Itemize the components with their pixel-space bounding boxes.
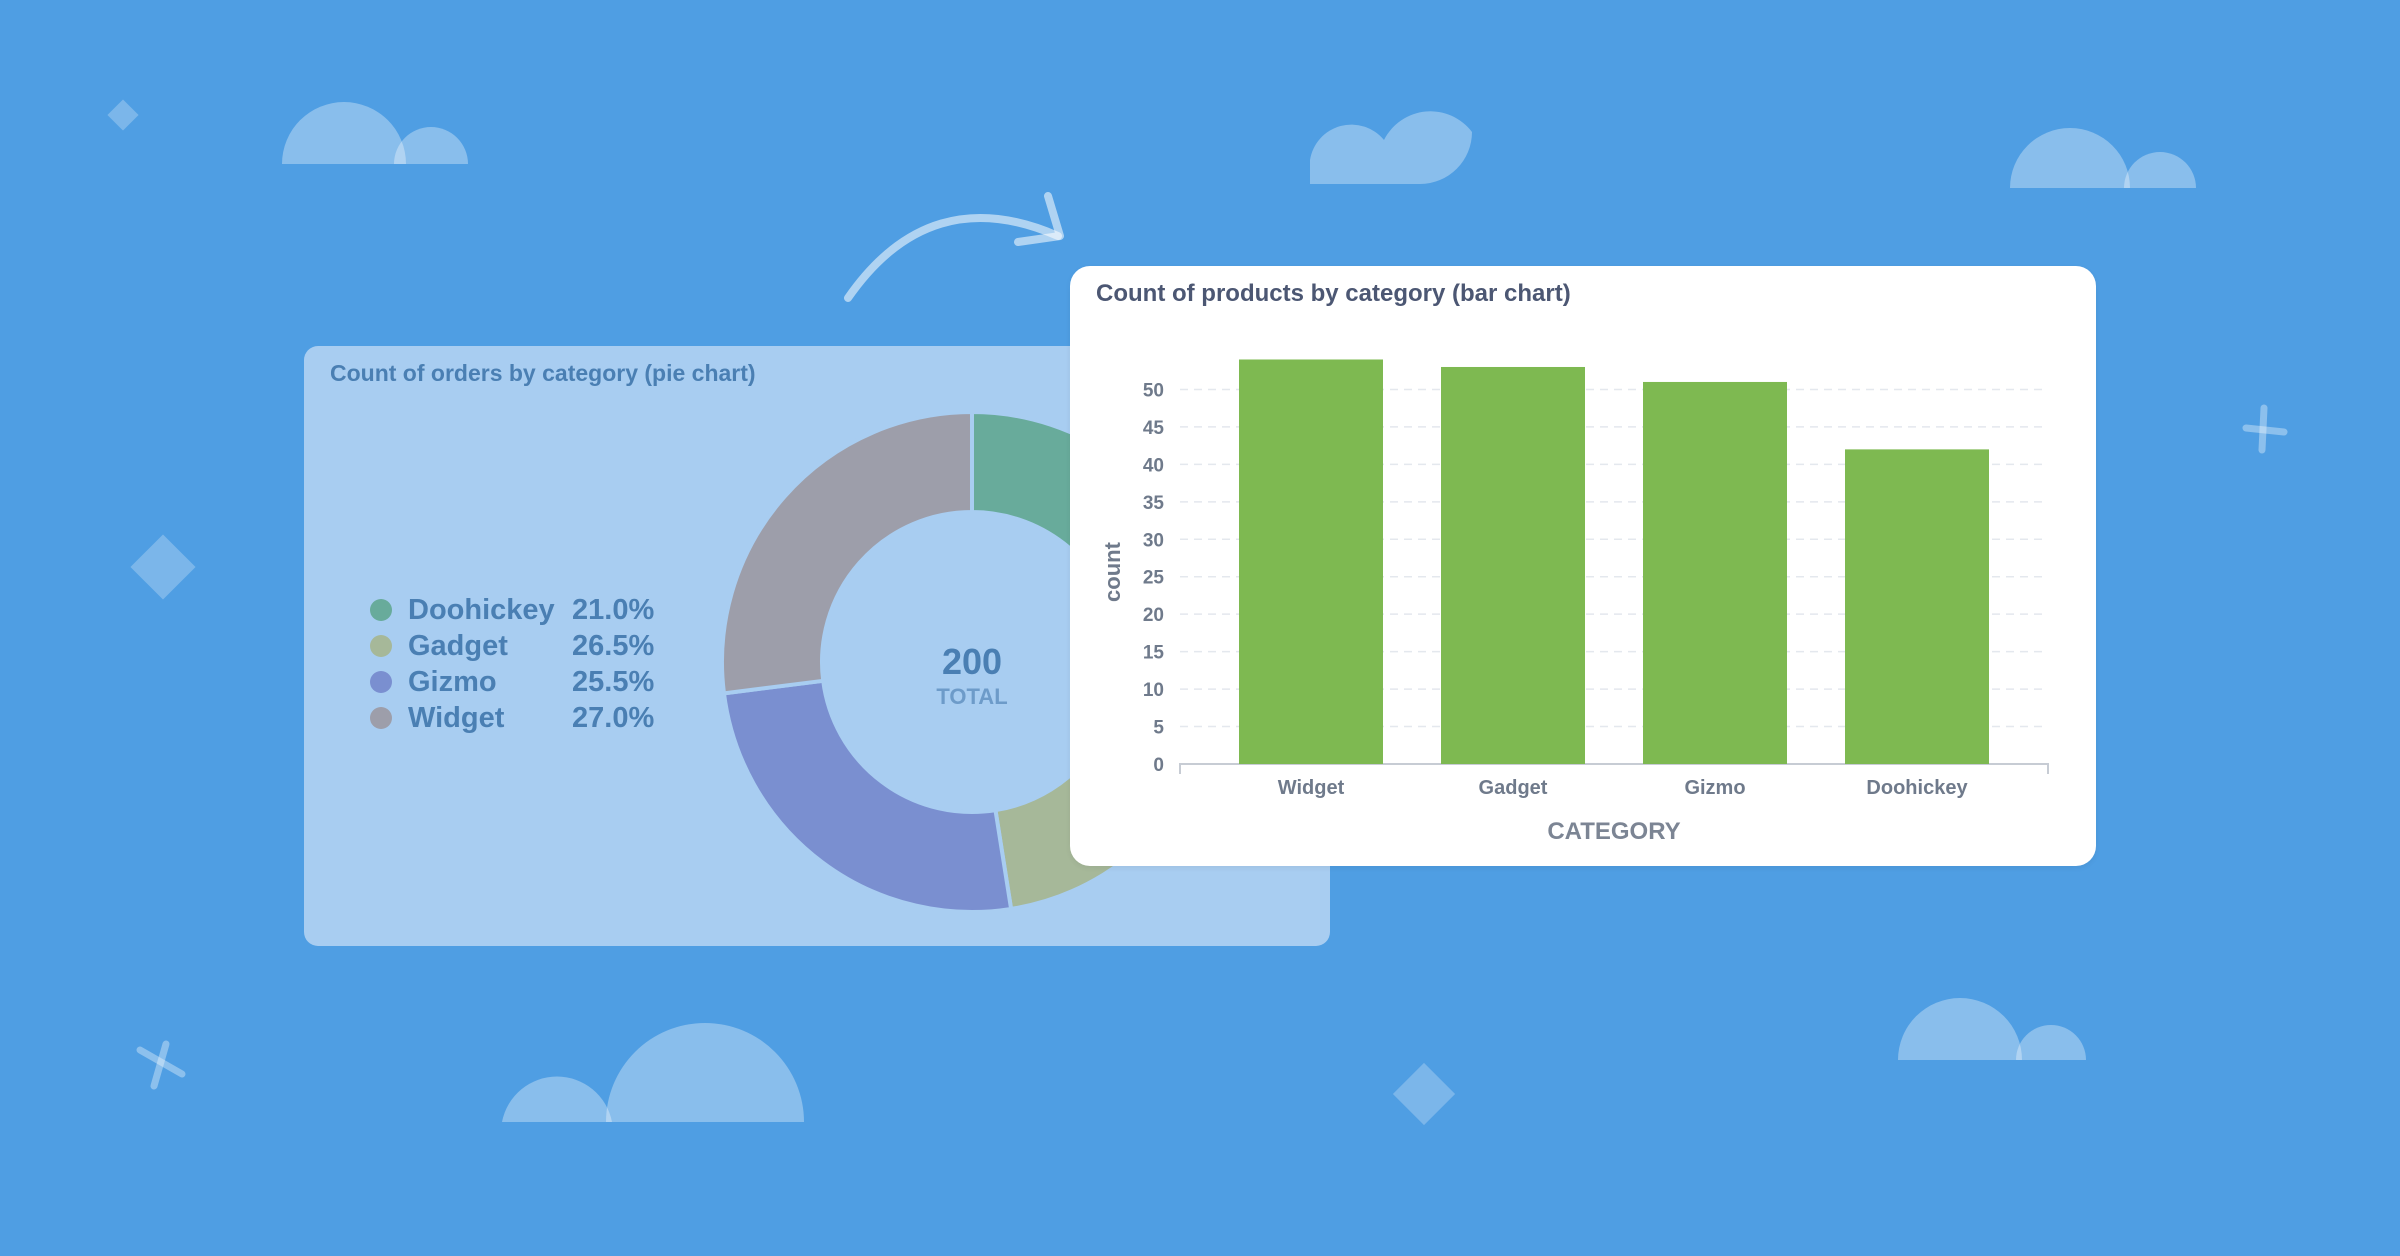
legend-dot-icon <box>370 671 392 693</box>
legend-item-widget[interactable]: Widget 27.0% <box>370 700 654 736</box>
legend-dot-icon <box>370 707 392 729</box>
cloud-icon <box>502 1023 804 1122</box>
y-tick-label: 5 <box>1153 718 1164 739</box>
legend-label: Gadget <box>408 629 508 662</box>
cross-icon <box>2242 404 2288 454</box>
bar-gadget[interactable] <box>1441 366 1585 764</box>
x-tick-label: Gizmo <box>1684 777 1745 799</box>
legend-label: Widget <box>408 701 505 734</box>
cloud-icon <box>2010 128 2196 188</box>
legend-item-gadget[interactable]: Gadget 26.5% <box>370 628 654 664</box>
y-tick-label: 40 <box>1143 455 1164 476</box>
legend-dot-icon <box>370 599 392 621</box>
legend-label: Gizmo <box>408 665 497 698</box>
x-tick-label: Widget <box>1278 777 1345 799</box>
legend-percent: 26.5% <box>572 629 655 662</box>
curved-arrow-icon <box>844 192 1064 302</box>
bar-gizmo[interactable] <box>1643 381 1787 764</box>
y-tick-label: 20 <box>1143 605 1164 626</box>
bar-chart-title: Count of products by category (bar chart… <box>1096 280 1571 307</box>
y-tick-label: 10 <box>1143 680 1164 701</box>
y-tick-label: 35 <box>1143 493 1165 514</box>
bar-chart-card: Count of products by category (bar chart… <box>1070 266 2096 866</box>
donut-total-value: 200 <box>942 641 1002 682</box>
legend-dot-icon <box>370 635 392 657</box>
y-axis-title: count <box>1100 541 1125 602</box>
donut-slice-gizmo[interactable] <box>721 678 1014 914</box>
legend-percent: 27.0% <box>572 701 655 734</box>
legend-item-gizmo[interactable]: Gizmo 25.5% <box>370 664 654 700</box>
legend-percent: 21.0% <box>572 593 655 626</box>
x-tick-label: Doohickey <box>1866 777 1968 799</box>
cloud-icon <box>1898 998 2086 1060</box>
pie-chart-title: Count of orders by category (pie chart) <box>330 360 756 386</box>
bar-widget[interactable] <box>1239 359 1383 764</box>
bar-doohickey[interactable] <box>1845 449 1989 764</box>
x-tick-label: Gadget <box>1479 777 1548 799</box>
y-tick-label: 15 <box>1143 643 1165 664</box>
cloud-icon <box>1310 111 1472 184</box>
donut-total-label: TOTAL <box>936 684 1007 709</box>
y-tick-label: 50 <box>1143 380 1164 401</box>
y-tick-label: 25 <box>1143 568 1165 589</box>
legend-percent: 25.5% <box>572 665 655 698</box>
x-axis-line <box>1179 763 2049 774</box>
y-tick-label: 30 <box>1143 530 1164 551</box>
legend-label: Doohickey <box>408 593 555 626</box>
donut-slice-widget[interactable] <box>720 409 974 696</box>
cross-icon <box>136 1040 186 1090</box>
cloud-icon <box>282 102 468 164</box>
pie-legend: Doohickey 21.0% Gadget 26.5% Gizmo 25.5% Widge… <box>370 592 654 736</box>
x-axis-title: CATEGORY <box>1547 818 1680 845</box>
y-tick-label: 45 <box>1143 418 1165 439</box>
legend-item-doohickey[interactable]: Doohickey 21.0% <box>370 592 654 628</box>
bar-chart: 0 5 10 15 20 25 30 35 40 45 50 Widget Gadget Gizmo Doo… <box>1100 359 2049 845</box>
y-tick-label: 0 <box>1153 755 1164 776</box>
